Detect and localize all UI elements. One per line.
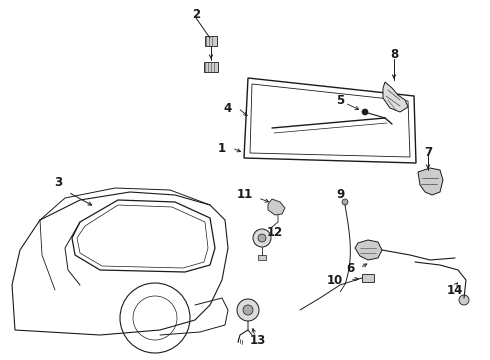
Text: 6: 6 <box>346 261 354 274</box>
Circle shape <box>237 299 259 321</box>
Text: 8: 8 <box>390 49 398 62</box>
Text: 4: 4 <box>224 102 232 114</box>
Polygon shape <box>418 168 443 195</box>
Polygon shape <box>383 82 408 112</box>
Bar <box>258 255 266 260</box>
Text: 12: 12 <box>267 225 283 238</box>
Circle shape <box>342 199 348 205</box>
Circle shape <box>258 234 266 242</box>
Bar <box>204 62 218 72</box>
Polygon shape <box>355 240 382 260</box>
Text: 1: 1 <box>218 141 226 154</box>
Polygon shape <box>268 199 285 215</box>
Circle shape <box>459 295 469 305</box>
Text: 3: 3 <box>54 175 62 189</box>
Text: 5: 5 <box>336 94 344 107</box>
Bar <box>362 274 374 282</box>
Text: 13: 13 <box>250 333 266 346</box>
Circle shape <box>253 229 271 247</box>
Text: 7: 7 <box>424 145 432 158</box>
Text: 2: 2 <box>192 8 200 21</box>
Bar <box>205 36 217 46</box>
Text: 9: 9 <box>336 189 344 202</box>
Text: 11: 11 <box>237 189 253 202</box>
Circle shape <box>362 109 368 115</box>
Text: 14: 14 <box>447 284 463 297</box>
Circle shape <box>243 305 253 315</box>
Text: 10: 10 <box>327 274 343 287</box>
